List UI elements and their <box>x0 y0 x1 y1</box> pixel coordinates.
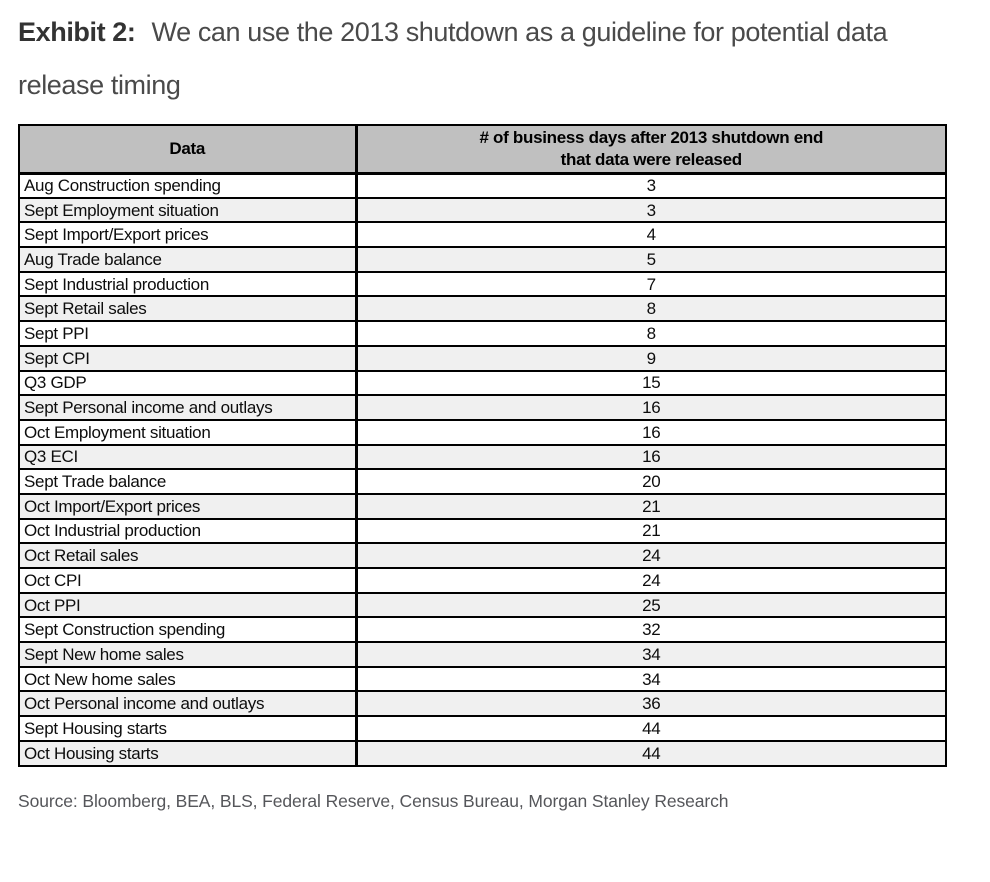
table-row: Oct New home sales 34 <box>18 665 947 693</box>
column-header-days: # of business days after 2013 shutdown e… <box>354 124 947 175</box>
data-cell: Oct Retail sales <box>18 542 357 569</box>
data-cell: Sept Construction spending <box>18 616 357 644</box>
days-cell: 36 <box>354 690 947 718</box>
data-cell: Sept Import/Export prices <box>18 221 357 249</box>
data-cell: Oct Industrial production <box>18 517 357 545</box>
days-cell: 34 <box>354 641 947 668</box>
days-cell: 15 <box>354 369 947 397</box>
header-row: Data # of business days after 2013 shutd… <box>18 124 947 175</box>
table-row: Sept Retail sales 8 <box>18 295 947 323</box>
table-row: Oct PPI 25 <box>18 591 947 619</box>
days-cell: 3 <box>354 172 947 199</box>
table-row: Oct Industrial production 21 <box>18 517 947 545</box>
data-cell: Sept Personal income and outlays <box>18 394 357 421</box>
data-cell: Sept Employment situation <box>18 196 357 224</box>
days-cell: 16 <box>354 418 947 446</box>
table-row: Sept Import/Export prices 4 <box>18 221 947 249</box>
data-cell: Sept New home sales <box>18 641 357 668</box>
table-row: Sept Housing starts 44 <box>18 715 947 742</box>
data-cell: Q3 GDP <box>18 369 357 397</box>
table-row: Q3 ECI 16 <box>18 443 947 471</box>
data-cell: Oct Employment situation <box>18 418 357 446</box>
table-row: Sept Construction spending 32 <box>18 616 947 644</box>
days-cell: 4 <box>354 221 947 249</box>
table-body: Aug Construction spending 3 Sept Employmen… <box>18 172 947 767</box>
days-cell: 16 <box>354 394 947 421</box>
days-cell: 21 <box>354 517 947 545</box>
table-header: Data # of business days after 2013 shutd… <box>18 124 947 175</box>
table-row: Sept Trade balance 20 <box>18 468 947 495</box>
days-cell: 3 <box>354 196 947 224</box>
days-cell: 20 <box>354 468 947 495</box>
exhibit-label: Exhibit 2: <box>18 17 136 47</box>
table-row: Sept Industrial production 7 <box>18 270 947 298</box>
table-row: Oct CPI 24 <box>18 567 947 594</box>
days-cell: 5 <box>354 246 947 273</box>
source-note: Source: Bloomberg, BEA, BLS, Federal Res… <box>18 790 729 811</box>
days-cell: 34 <box>354 665 947 693</box>
table-row: Q3 GDP 15 <box>18 369 947 397</box>
data-cell: Sept Housing starts <box>18 715 357 742</box>
data-cell: Sept PPI <box>18 320 357 347</box>
days-cell: 21 <box>354 492 947 520</box>
data-cell: Sept Trade balance <box>18 468 357 495</box>
table-row: Oct Personal income and outlays 36 <box>18 690 947 718</box>
data-cell: Oct Personal income and outlays <box>18 690 357 718</box>
days-cell: 25 <box>354 591 947 619</box>
exhibit-title: Exhibit 2: We can use the 2013 shutdown a… <box>18 6 968 112</box>
days-cell: 24 <box>354 567 947 594</box>
column-header-data: Data <box>18 124 357 175</box>
days-cell: 44 <box>354 739 947 767</box>
table-row: Sept Personal income and outlays 16 <box>18 394 947 421</box>
column-header-days-line1: # of business days after 2013 shutdown e… <box>479 127 824 147</box>
data-cell: Oct PPI <box>18 591 357 619</box>
days-cell: 9 <box>354 344 947 372</box>
data-release-table: Data # of business days after 2013 shutd… <box>18 124 947 767</box>
data-cell: Q3 ECI <box>18 443 357 471</box>
exhibit-title-text: We can use the 2013 shutdown as a guidel… <box>18 17 888 100</box>
data-cell: Oct Import/Export prices <box>18 492 357 520</box>
table-row: Oct Retail sales 24 <box>18 542 947 569</box>
days-cell: 7 <box>354 270 947 298</box>
data-cell: Aug Construction spending <box>18 172 357 199</box>
table-row: Sept New home sales 34 <box>18 641 947 668</box>
days-cell: 32 <box>354 616 947 644</box>
table-row: Oct Import/Export prices 21 <box>18 492 947 520</box>
days-cell: 44 <box>354 715 947 742</box>
table-row: Sept PPI 8 <box>18 320 947 347</box>
table-row: Sept CPI 9 <box>18 344 947 372</box>
data-cell: Oct Housing starts <box>18 739 357 767</box>
data-cell: Sept Retail sales <box>18 295 357 323</box>
table-row: Oct Housing starts 44 <box>18 739 947 767</box>
data-cell: Sept CPI <box>18 344 357 372</box>
data-cell: Oct CPI <box>18 567 357 594</box>
data-cell: Sept Industrial production <box>18 270 357 298</box>
table-row: Aug Trade balance 5 <box>18 246 947 273</box>
data-cell: Aug Trade balance <box>18 246 357 273</box>
days-cell: 8 <box>354 320 947 347</box>
days-cell: 24 <box>354 542 947 569</box>
days-cell: 16 <box>354 443 947 471</box>
column-header-days-line2: that data were released <box>560 149 742 169</box>
data-cell: Oct New home sales <box>18 665 357 693</box>
days-cell: 8 <box>354 295 947 323</box>
table-row: Aug Construction spending 3 <box>18 172 947 199</box>
table-row: Sept Employment situation 3 <box>18 196 947 224</box>
table-row: Oct Employment situation 16 <box>18 418 947 446</box>
